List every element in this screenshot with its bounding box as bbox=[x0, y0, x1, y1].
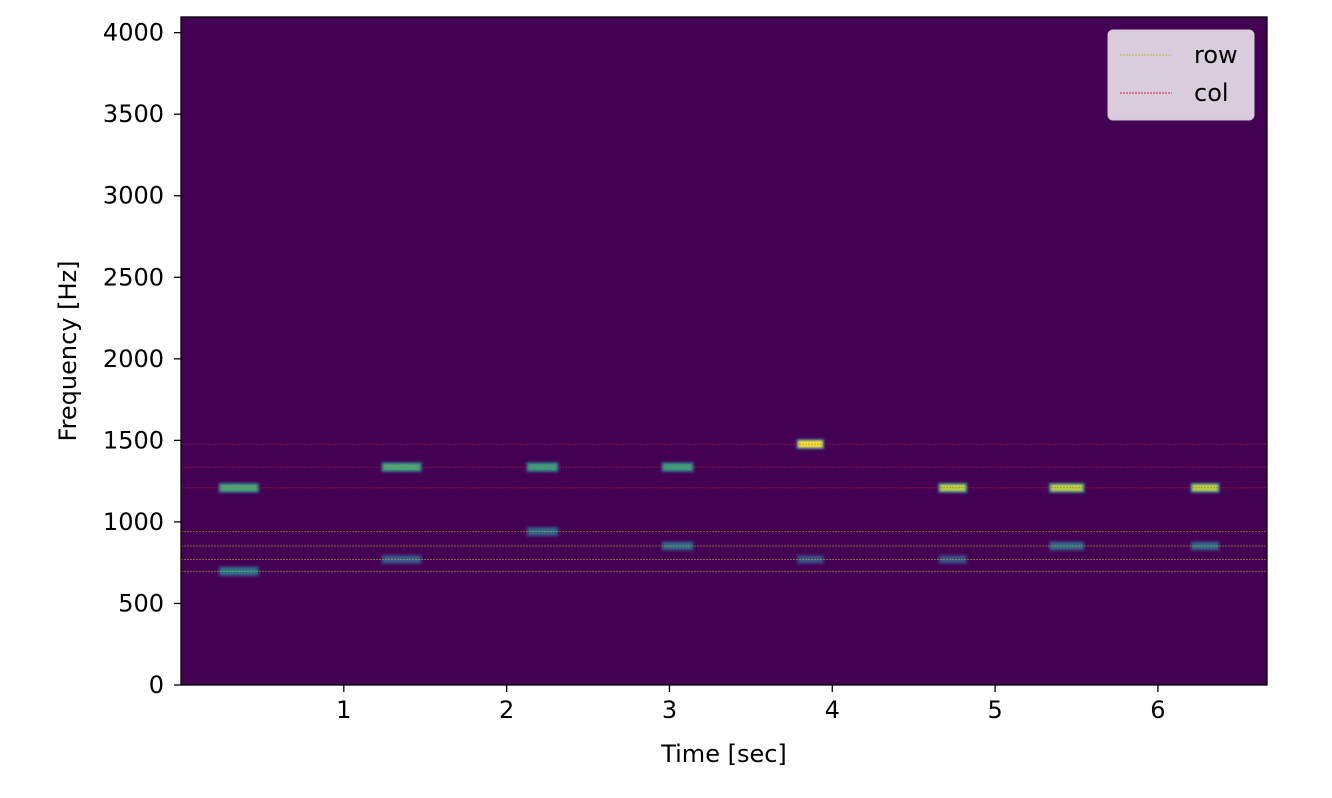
x-tick-label: 1 bbox=[336, 696, 351, 724]
y-tick-label: 3500 bbox=[103, 100, 164, 128]
x-axis-label: Time [sec] bbox=[660, 740, 787, 768]
y-tick-label: 500 bbox=[118, 589, 164, 617]
legend-row-label: row bbox=[1194, 41, 1238, 69]
y-tick-label: 4000 bbox=[103, 19, 164, 47]
plot-frame bbox=[180, 16, 1268, 686]
legend: row col bbox=[1107, 29, 1255, 121]
legend-frame bbox=[1107, 29, 1255, 121]
tone-5-low-band bbox=[796, 554, 825, 565]
y-axis-label: Frequency [Hz] bbox=[54, 261, 82, 442]
x-tick-label: 6 bbox=[1150, 696, 1165, 724]
y-tick-label: 1000 bbox=[103, 508, 164, 536]
plot-area bbox=[181, 17, 1267, 685]
y-axis-ticks: 0 500 1000 1500 2000 2500 3000 3500 4000 bbox=[103, 19, 181, 699]
y-tick-label: 3000 bbox=[103, 182, 164, 210]
x-tick-label: 2 bbox=[499, 696, 514, 724]
y-tick-label: 2000 bbox=[103, 345, 164, 373]
tone-5-high-band bbox=[796, 439, 825, 450]
x-tick-label: 4 bbox=[825, 696, 840, 724]
y-tick-label: 1500 bbox=[103, 426, 164, 454]
x-tick-label: 3 bbox=[662, 696, 677, 724]
x-tick-label: 5 bbox=[987, 696, 1002, 724]
y-tick-label: 0 bbox=[149, 671, 164, 699]
x-axis-ticks: 1 2 3 4 5 6 bbox=[336, 685, 1166, 724]
y-tick-label: 2500 bbox=[103, 263, 164, 291]
reference-lines bbox=[181, 443, 1267, 572]
legend-col-label: col bbox=[1194, 79, 1229, 107]
